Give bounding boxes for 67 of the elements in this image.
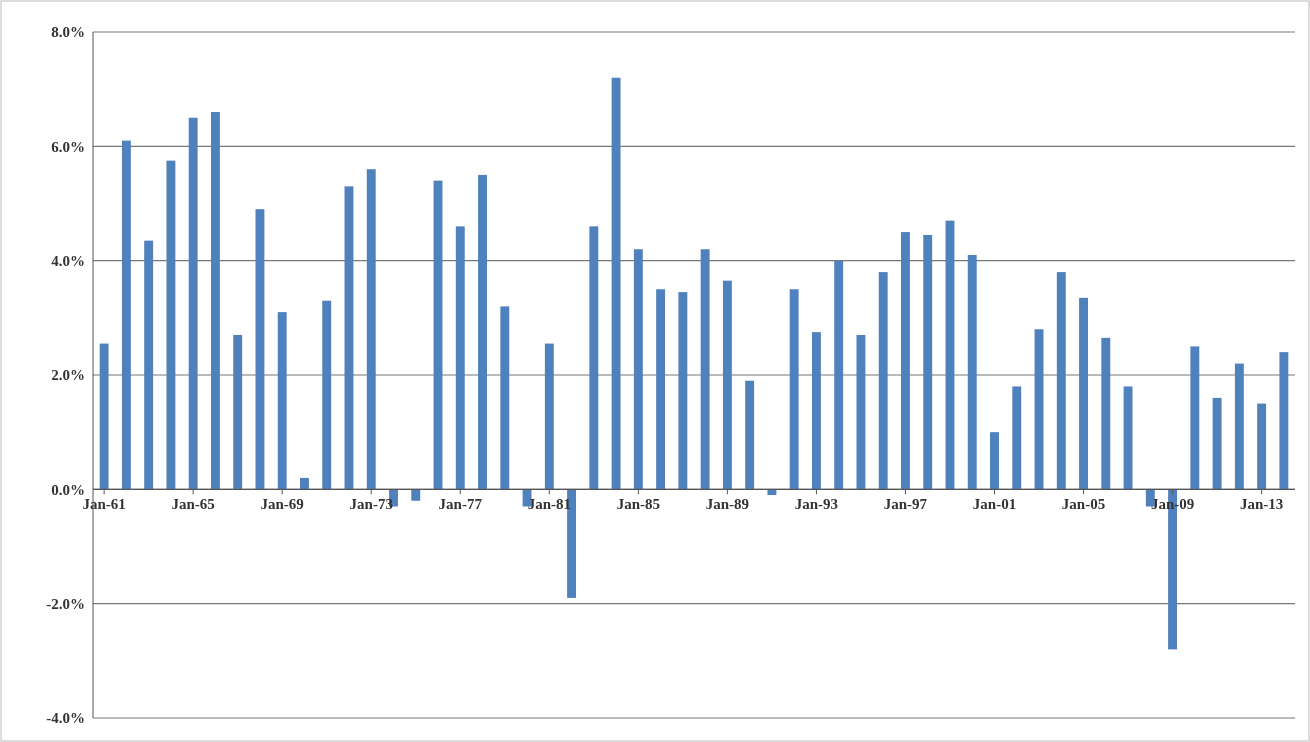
bar: [722, 280, 732, 490]
bar: [544, 343, 554, 490]
bar: [990, 432, 999, 490]
bar: [1234, 363, 1244, 490]
bar: [433, 180, 443, 490]
bar: [923, 234, 933, 490]
bar: [1257, 403, 1267, 490]
bar: [455, 226, 465, 490]
y-tick-label: 4.0%: [51, 252, 85, 269]
bar: [633, 249, 643, 490]
x-tick-label: Jan-61: [82, 496, 126, 513]
bar: [255, 209, 265, 490]
bar: [967, 254, 977, 490]
y-tick-label: -2.0%: [46, 595, 85, 612]
y-tick-label: 0.0%: [51, 481, 85, 498]
bar: [1012, 386, 1022, 490]
y-tick-label: 2.0%: [51, 367, 85, 384]
x-tick-label: Jan-97: [883, 496, 928, 513]
bar: [1034, 329, 1044, 490]
x-tick-label: Jan-93: [794, 496, 839, 513]
bar: [611, 77, 621, 490]
bar: [233, 334, 243, 490]
bar: [901, 232, 910, 490]
bar: [1123, 386, 1133, 490]
bar: [1279, 352, 1289, 490]
bar: [366, 169, 376, 490]
x-tick-label: Jan-89: [705, 496, 750, 513]
bar: [700, 249, 710, 490]
bar: [300, 477, 309, 490]
bar: [1190, 346, 1200, 490]
bar: [144, 240, 154, 490]
x-tick-label: Jan-65: [171, 496, 215, 513]
bar: [210, 112, 220, 490]
bar: [656, 289, 666, 490]
y-tick-label: 6.0%: [51, 138, 85, 155]
bar: [188, 117, 198, 490]
bar: [344, 186, 354, 490]
bar: [678, 292, 688, 490]
bar: [811, 332, 821, 490]
bar: [121, 140, 131, 490]
bar: [834, 260, 844, 490]
y-tick-label: 8.0%: [51, 24, 85, 41]
x-tick-label: Jan-77: [438, 496, 483, 513]
bar: [789, 289, 799, 490]
x-tick-label: Jan-85: [616, 496, 661, 513]
bar: [878, 272, 888, 490]
bar: [411, 489, 421, 501]
bar: [745, 380, 755, 490]
bar: [166, 160, 176, 490]
bar: [1212, 397, 1222, 490]
bar: [277, 312, 287, 490]
bar: [322, 300, 332, 490]
y-tick-label: -4.0%: [46, 710, 85, 727]
bar: [945, 220, 955, 490]
bar: [1079, 297, 1088, 490]
x-tick-label: Jan-05: [1061, 496, 1106, 513]
bar: [500, 306, 510, 490]
bar: [99, 343, 109, 490]
bar: [1056, 272, 1066, 490]
bar: [478, 174, 487, 490]
x-tick-label: Jan-73: [349, 496, 393, 513]
x-tick-label: Jan-13: [1239, 496, 1284, 513]
x-tick-label: Jan-69: [260, 496, 304, 513]
x-tick-label: Jan-01: [972, 496, 1017, 513]
bar: [1101, 337, 1111, 490]
bar: [856, 334, 866, 490]
bar: [589, 226, 599, 490]
